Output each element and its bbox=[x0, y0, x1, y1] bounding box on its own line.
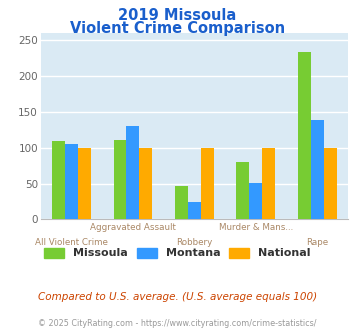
Bar bbox=[78, 148, 91, 219]
Text: All Violent Crime: All Violent Crime bbox=[35, 238, 108, 247]
Bar bbox=[236, 162, 249, 219]
Bar bbox=[262, 148, 275, 219]
Text: © 2025 CityRating.com - https://www.cityrating.com/crime-statistics/: © 2025 CityRating.com - https://www.city… bbox=[38, 319, 317, 328]
Bar bbox=[175, 186, 188, 219]
Bar bbox=[311, 120, 324, 219]
Bar bbox=[114, 140, 126, 219]
Text: Aggravated Assault: Aggravated Assault bbox=[90, 223, 176, 232]
Bar bbox=[126, 126, 140, 219]
Bar bbox=[249, 183, 262, 219]
Bar bbox=[298, 52, 311, 219]
Bar bbox=[140, 148, 152, 219]
Text: Robbery: Robbery bbox=[176, 238, 213, 247]
Text: Rape: Rape bbox=[306, 238, 328, 247]
Bar bbox=[52, 141, 65, 219]
Bar bbox=[188, 202, 201, 219]
Text: 2019 Missoula: 2019 Missoula bbox=[118, 8, 237, 23]
Text: Murder & Mans...: Murder & Mans... bbox=[219, 223, 293, 232]
Legend: Missoula, Montana, National: Missoula, Montana, National bbox=[44, 248, 311, 258]
Bar bbox=[201, 148, 214, 219]
Text: Violent Crime Comparison: Violent Crime Comparison bbox=[70, 21, 285, 36]
Bar bbox=[65, 144, 78, 219]
Text: Compared to U.S. average. (U.S. average equals 100): Compared to U.S. average. (U.S. average … bbox=[38, 292, 317, 302]
Bar bbox=[324, 148, 337, 219]
